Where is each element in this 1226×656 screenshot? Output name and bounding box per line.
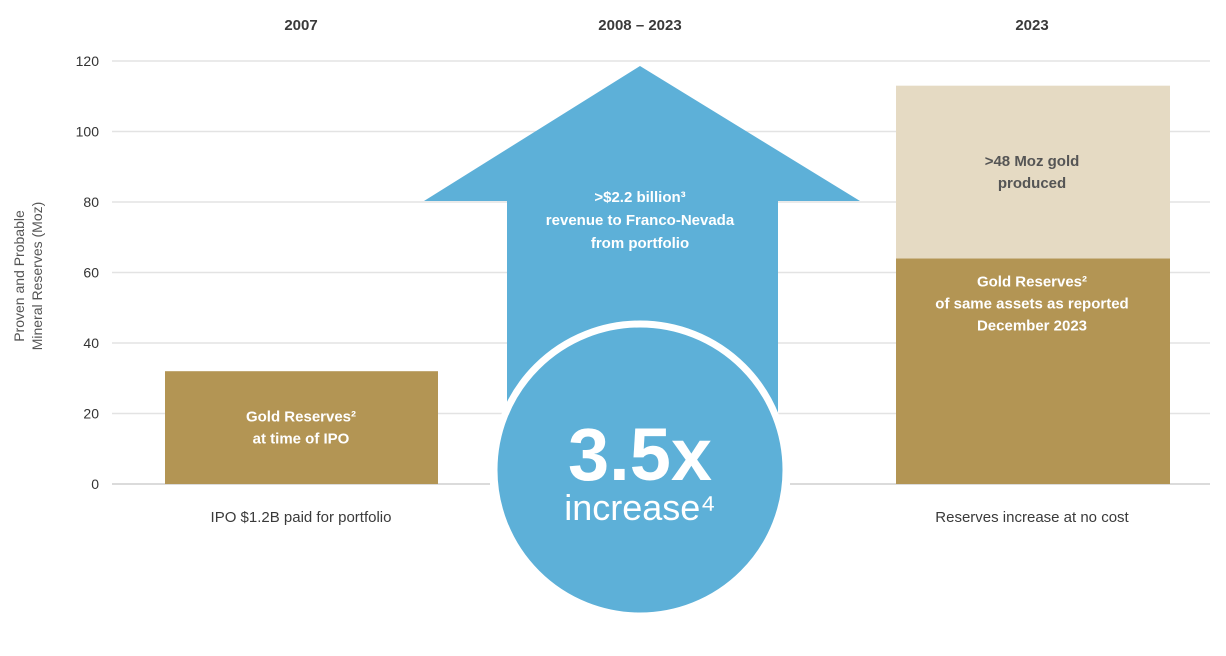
- bar-gold-reserves: [165, 371, 438, 484]
- bar-label: of same assets as reported: [935, 295, 1128, 312]
- increase-circle: [490, 320, 790, 620]
- y-tick-label: 80: [83, 194, 99, 210]
- arrow-label: revenue to Franco-Nevada: [546, 212, 735, 229]
- bar-label: December 2023: [977, 317, 1087, 334]
- y-tick-label: 120: [76, 53, 100, 69]
- y-tick-label: 60: [83, 265, 99, 281]
- category-note: IPO $1.2B paid for portfolio: [211, 509, 392, 526]
- bar-label: Gold Reserves²: [246, 409, 356, 426]
- arrow-label: from portfolio: [591, 235, 689, 252]
- bar-gold-reserves: [896, 258, 1170, 484]
- revenue-arrow: [424, 66, 860, 425]
- bar-label: at time of IPO: [253, 431, 350, 448]
- increase-value: 3.5x: [568, 413, 712, 496]
- category-note: Reserves increase at no cost: [935, 509, 1129, 526]
- bar-label: >48 Moz gold: [985, 153, 1080, 170]
- arrow-label: >$2.2 billion³: [594, 189, 685, 206]
- increase-label: increase⁴: [564, 487, 716, 528]
- bar-label: Gold Reserves²: [977, 273, 1087, 290]
- bar-gold-produced: [896, 85, 1170, 259]
- y-tick-label: 40: [83, 335, 99, 351]
- y-tick-label: 0: [91, 476, 99, 492]
- category-header: 2008 – 2023: [598, 17, 681, 34]
- y-tick-label: 100: [76, 124, 100, 140]
- category-header: 2023: [1015, 17, 1048, 34]
- y-tick-label: 20: [83, 406, 99, 422]
- category-header: 2007: [284, 17, 317, 34]
- bar-label: produced: [998, 175, 1066, 192]
